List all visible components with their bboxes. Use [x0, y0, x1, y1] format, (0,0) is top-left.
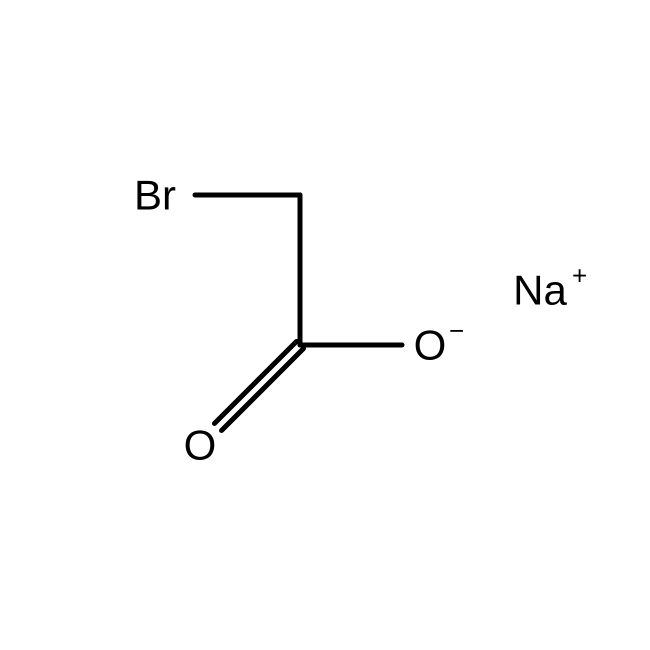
bonds-group — [195, 195, 402, 431]
charge-O_minus: − — [449, 315, 464, 345]
chemical-structure-diagram: BrO−ONa+ — [0, 0, 650, 650]
atom-label-Na: Na — [513, 267, 567, 314]
atom-label-O_dbl: O — [184, 422, 217, 469]
charge-Na: + — [572, 260, 587, 290]
atom-label-O_minus: O — [414, 322, 447, 369]
atoms-group: BrO−ONa+ — [134, 172, 587, 469]
atom-label-Br: Br — [134, 172, 176, 219]
